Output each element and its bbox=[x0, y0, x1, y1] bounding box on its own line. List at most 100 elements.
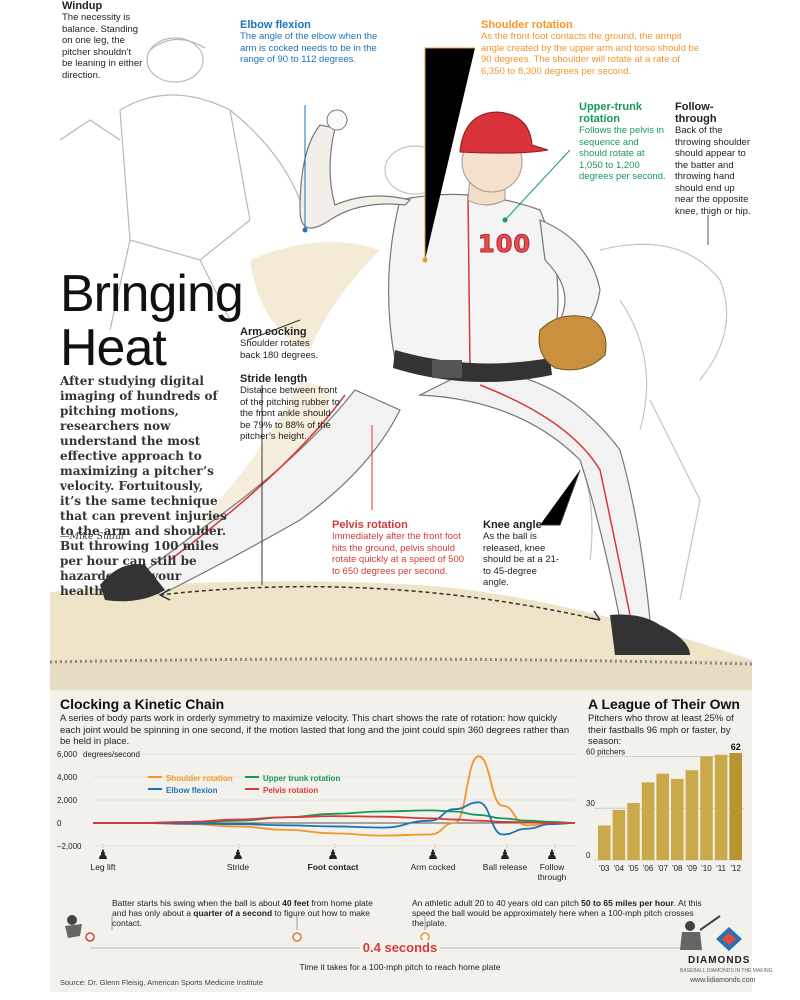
phase-arm-cocked: ♟ Arm cocked bbox=[403, 847, 463, 873]
elbow-flexion-text: The angle of the elbow when the arm is c… bbox=[240, 31, 378, 65]
annotation-windup: Windup The necessity is balance. Standin… bbox=[62, 0, 144, 81]
phase-label-foot-contact: Foot contact bbox=[307, 862, 359, 872]
league-bar bbox=[656, 773, 669, 860]
phase-label-ball-release: Ball release bbox=[482, 862, 528, 872]
batter-note-e: to figure out how to make contact. bbox=[112, 908, 370, 928]
league-xtick-label: '11 bbox=[716, 864, 726, 873]
legend-swatch-elbow bbox=[148, 787, 162, 790]
arm-cocked-icon: ♟ bbox=[427, 847, 439, 862]
leader-lines bbox=[247, 47, 709, 585]
shoulder-rotation-text: As the front foot contacts the ground, t… bbox=[481, 31, 700, 77]
league-bar-chart: 60 pitchers 30 0 '03 '04'05 '06'07 '08 '09'10 '1… bbox=[586, 742, 744, 873]
batter-note-a: Batter starts his swing when the ball is… bbox=[112, 898, 283, 908]
league-bar bbox=[598, 825, 611, 860]
follow-through-icon: ♟ bbox=[546, 847, 558, 862]
watermark-logo-icon bbox=[716, 927, 742, 951]
league-ytick-label: 30 bbox=[586, 799, 595, 808]
league-bar bbox=[671, 778, 684, 860]
league-bar bbox=[641, 782, 655, 860]
phase-label-arm-cocked: Arm cocked bbox=[410, 862, 456, 872]
league-bar bbox=[729, 753, 742, 860]
annotation-stride-length: Stride length Distance between front of … bbox=[240, 373, 340, 443]
annotation-follow-through: Follow-through Back of the throwing shou… bbox=[675, 101, 755, 217]
kinetic-chain-chart: 6,000 4,000 2,000 0 –2,000 degrees/second bbox=[57, 750, 576, 854]
follow-through-text: Back of the throwing shoulder should app… bbox=[675, 125, 751, 217]
kc-ytick-label: 0 bbox=[57, 819, 62, 828]
source-note: Source: Dr. Glenn Fleisig, American Spor… bbox=[60, 978, 264, 987]
legend-item-elbow: Elbow flexion bbox=[148, 780, 218, 798]
kc-series-line-2 bbox=[92, 801, 576, 836]
league-bar bbox=[700, 756, 713, 860]
league-xtick-label: '07 bbox=[657, 864, 668, 873]
intro-text: After studying digital imaging of hundre… bbox=[60, 374, 227, 598]
timeline-batter-marker bbox=[292, 932, 302, 942]
legend-label-shoulder: Shoulder rotation bbox=[166, 774, 233, 783]
annotation-elbow-flexion: Elbow flexion The angle of the elbow whe… bbox=[240, 19, 390, 66]
kc-ytick-label: –2,000 bbox=[57, 842, 82, 851]
legend-item-shoulder: Shoulder rotation bbox=[148, 768, 233, 786]
batter-note-b: 40 feet bbox=[282, 898, 310, 908]
league-bar bbox=[627, 803, 640, 860]
timeline-pitcher-icon bbox=[65, 915, 82, 938]
duration-caption: Time it takes for a 100-mph pitch to rea… bbox=[299, 962, 501, 972]
kinetic-chain-subtitle: A series of body parts work in orderly s… bbox=[60, 713, 570, 747]
adult-note: An athletic adult 20 to 40 years old can… bbox=[412, 898, 702, 928]
kc-ytick-label: 4,000 bbox=[57, 773, 78, 782]
league-xtick-label: '06 bbox=[643, 864, 654, 873]
legend-label-elbow: Elbow flexion bbox=[166, 786, 218, 795]
league-subtitle: Pitchers who throw at least 25% of their… bbox=[588, 713, 734, 747]
league-xtick-label: '10 bbox=[701, 864, 712, 873]
phase-leg-lift: ♟ Leg lift bbox=[83, 848, 123, 873]
league-top-value-label: 62 bbox=[731, 742, 741, 752]
batter-note-d: quarter of a second bbox=[193, 908, 273, 918]
jersey-number: 100 bbox=[477, 230, 532, 259]
league-ytick-label: 0 bbox=[586, 851, 591, 860]
arm-cocking-title: Arm cocking bbox=[240, 326, 307, 338]
phase-ball-release: ♟ Ball release bbox=[475, 847, 535, 873]
phase-label-leg-lift: Leg lift bbox=[90, 862, 116, 872]
league-xtick-label: '08 bbox=[672, 864, 683, 873]
timeline-start-marker bbox=[85, 932, 95, 942]
title-line-1: Bringing bbox=[60, 265, 244, 323]
stride-length-title: Stride length bbox=[240, 373, 308, 385]
shoulder-rotation-title: Shoulder rotation bbox=[481, 19, 573, 31]
annotation-knee-angle: Knee angle As the ball is released, knee… bbox=[483, 519, 563, 589]
windup-title: Windup bbox=[62, 0, 103, 12]
follow-through-title: Follow-through bbox=[675, 101, 717, 125]
watermark-brand: DIAMONDS bbox=[688, 955, 751, 966]
phase-stride: ♟ Stride bbox=[218, 848, 258, 873]
watermark-url: www.lidiamonds.com bbox=[690, 977, 756, 984]
adult-note-a: An athletic adult 20 to 40 years old can… bbox=[412, 898, 582, 908]
kinetic-chain-title: Clocking a Kinetic Chain bbox=[60, 696, 225, 712]
pelvis-rotation-title: Pelvis rotation bbox=[332, 519, 408, 531]
upper-trunk-text: Follows the pelvis in sequence and shoul… bbox=[579, 125, 666, 182]
league-xtick-label: '12 bbox=[730, 864, 741, 873]
elbow-flexion-title: Elbow flexion bbox=[240, 19, 311, 31]
annotation-pelvis-rotation: Pelvis rotation Immediately after the fr… bbox=[332, 519, 467, 577]
windup-text: The necessity is balance. Standing on on… bbox=[62, 12, 143, 81]
timeline-batter-icon bbox=[680, 915, 721, 950]
stride-arrow bbox=[159, 585, 601, 621]
duration-value: 0.4 seconds bbox=[360, 940, 440, 955]
league-title: A League of Their Own bbox=[588, 696, 740, 712]
phase-labels: ♟ Leg lift ♟ Stride ♟ Foot contact ♟ Arm… bbox=[55, 848, 580, 894]
ball-release-icon: ♟ bbox=[499, 847, 511, 862]
upper-trunk-title: Upper-trunk rotation bbox=[579, 101, 642, 125]
adult-note-c: . At this speed the ball would be approx… bbox=[412, 898, 702, 928]
league-bar bbox=[714, 754, 728, 860]
foot-contact-icon: ♟ bbox=[327, 847, 339, 862]
batter-note-c: from home plate and has only about a bbox=[112, 898, 373, 918]
title-line-2: Heat bbox=[60, 319, 167, 377]
knee-angle-title: Knee angle bbox=[483, 519, 542, 531]
pitcher-illustration bbox=[49, 37, 753, 690]
watermark: DIAMONDS BASEBALL DIAMONDS IN THE MAKING… bbox=[676, 925, 786, 990]
legend-swatch-shoulder bbox=[148, 775, 162, 778]
annotation-shoulder-rotation: Shoulder rotation As the front foot cont… bbox=[481, 19, 706, 77]
legend-swatch-upper-trunk bbox=[245, 775, 259, 778]
byline: —Mike Sudal bbox=[60, 531, 125, 542]
watermark-tagline: BASEBALL DIAMONDS IN THE MAKING bbox=[680, 968, 773, 974]
pitch-timeline bbox=[65, 915, 721, 950]
league-xtick-label: '04 bbox=[614, 864, 625, 873]
kc-ytick-label: 6,000 bbox=[57, 750, 78, 759]
league-xtick-label: '09 bbox=[687, 864, 698, 873]
